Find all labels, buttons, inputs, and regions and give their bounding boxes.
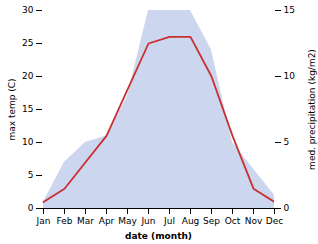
svg-text:15: 15 bbox=[284, 5, 295, 15]
svg-text:5: 5 bbox=[28, 170, 34, 180]
svg-text:Sep: Sep bbox=[203, 216, 220, 226]
svg-text:20: 20 bbox=[22, 71, 34, 81]
svg-text:max temp (C): max temp (C) bbox=[7, 78, 17, 140]
svg-text:Jan: Jan bbox=[36, 216, 51, 226]
svg-text:10: 10 bbox=[284, 71, 296, 81]
svg-text:15: 15 bbox=[22, 104, 33, 114]
svg-text:May: May bbox=[118, 216, 137, 226]
svg-text:Jul: Jul bbox=[163, 216, 175, 226]
svg-text:Dec: Dec bbox=[266, 216, 283, 226]
svg-text:10: 10 bbox=[22, 137, 34, 147]
svg-text:Jun: Jun bbox=[140, 216, 155, 226]
svg-text:25: 25 bbox=[22, 38, 33, 48]
svg-text:Apr: Apr bbox=[99, 216, 115, 226]
svg-text:Aug: Aug bbox=[182, 216, 200, 226]
svg-text:Nov: Nov bbox=[245, 216, 263, 226]
svg-text:date (month): date (month) bbox=[125, 231, 192, 241]
svg-text:30: 30 bbox=[22, 5, 34, 15]
svg-text:Mar: Mar bbox=[77, 216, 94, 226]
svg-text:0: 0 bbox=[28, 203, 34, 213]
svg-text:Feb: Feb bbox=[57, 216, 73, 226]
svg-text:Oct: Oct bbox=[225, 216, 241, 226]
svg-text:0: 0 bbox=[284, 203, 290, 213]
svg-text:5: 5 bbox=[284, 137, 290, 147]
svg-text:med. precipitation (kg/m2): med. precipitation (kg/m2) bbox=[307, 49, 317, 170]
